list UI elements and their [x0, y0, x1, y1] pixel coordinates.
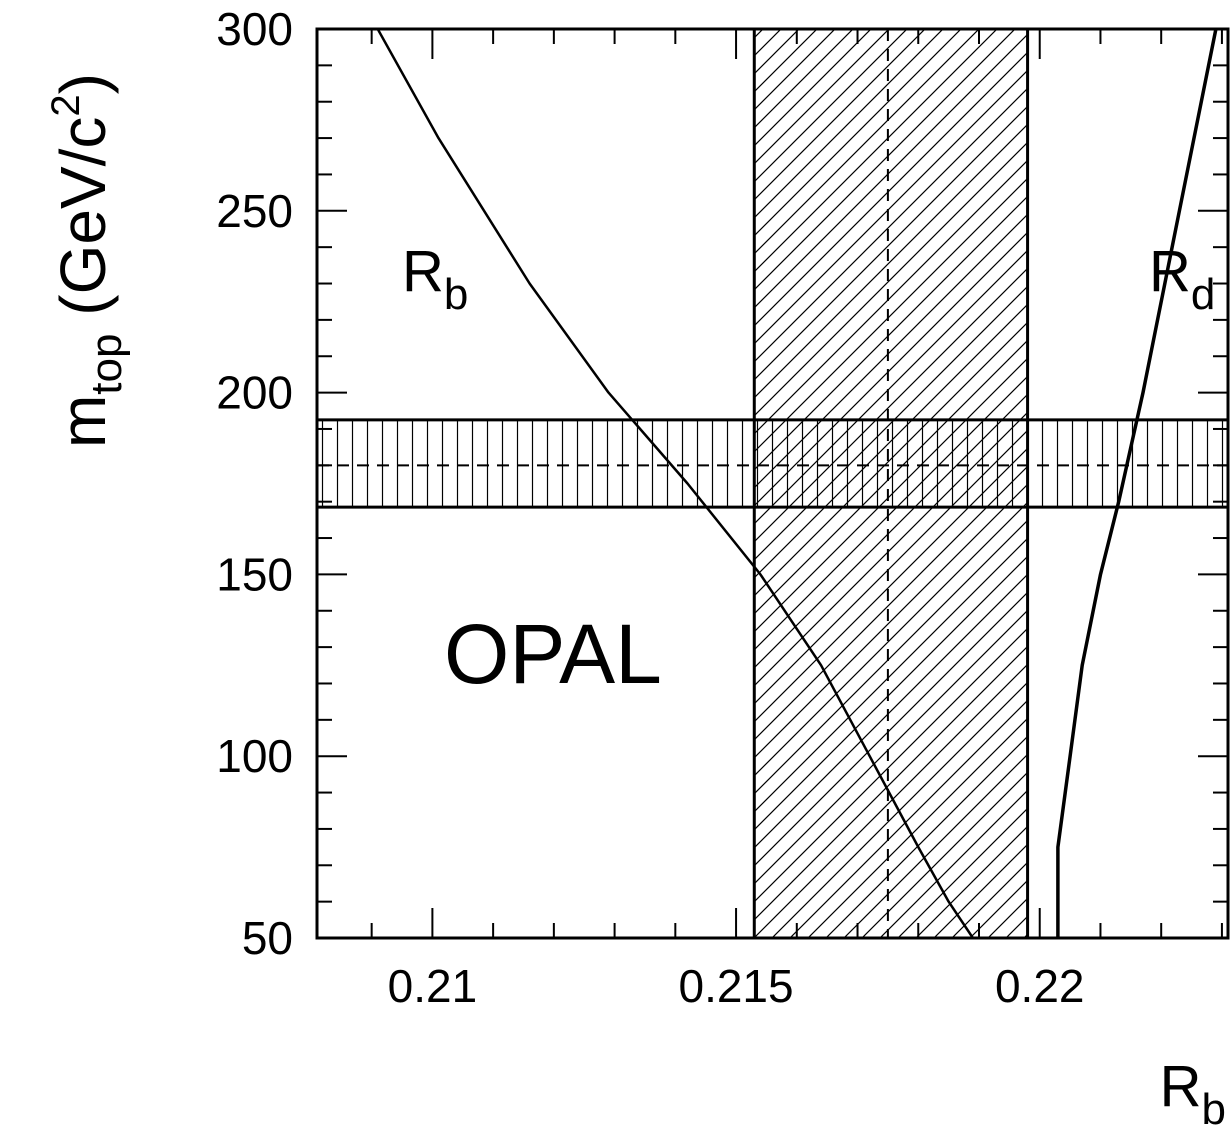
y-tick-label: 300: [216, 3, 293, 55]
uncertainty-bands: [317, 29, 1228, 938]
curve-label-r-b: Rb: [402, 239, 468, 319]
opal-annotation: OPAL: [444, 607, 662, 701]
y-tick-label: 150: [216, 548, 293, 600]
axis-ticks: [317, 28, 1228, 939]
x-tick-label: 0.22: [995, 960, 1085, 1012]
curves: [376, 29, 1218, 938]
y-tick-label: 200: [216, 367, 293, 419]
curve-r-d: [1056, 29, 1218, 938]
y-tick-label: 50: [242, 912, 293, 964]
curve-r-b: [376, 29, 974, 938]
x-tick-label: 0.215: [678, 960, 793, 1012]
curve-label-r-d: Rd: [1149, 239, 1215, 319]
horizontal-band-fill: [317, 419, 1228, 508]
y-tick-label: 250: [216, 185, 293, 237]
curve-labels: Rb Rd: [402, 239, 1215, 319]
x-tick-labels: 0.21 0.215 0.22: [388, 960, 1085, 1012]
y-axis-label: mtop (GeV/c2): [44, 73, 131, 448]
y-tick-label: 100: [216, 730, 293, 782]
x-axis-label: Rb: [1160, 1054, 1226, 1130]
x-tick-label: 0.21: [388, 960, 478, 1012]
y-tick-labels: 50 100 150 200 250 300: [216, 3, 293, 964]
plot-frame: [315, 27, 1230, 940]
